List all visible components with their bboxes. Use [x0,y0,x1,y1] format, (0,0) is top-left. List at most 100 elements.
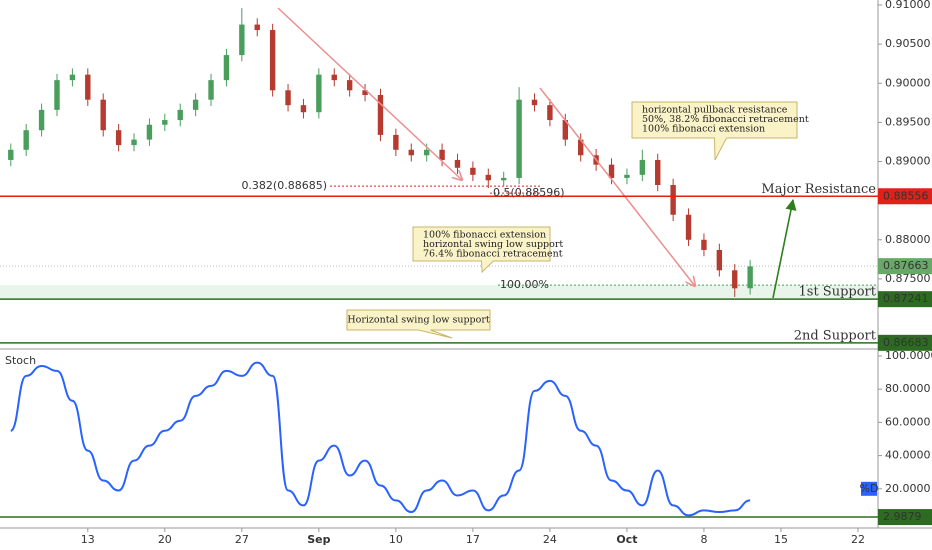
candle-body [716,249,723,271]
y-tick-label: 0.87500 [885,272,931,285]
price-tag [878,258,932,275]
candle-body [685,214,692,240]
y-tick-label: 80.0000 [885,382,931,395]
annotation-box [631,101,798,161]
x-tick-label: 22 [851,533,865,546]
y-tick-label: 0.89500 [885,115,931,128]
indicator-level-label: 2.9879 [883,510,922,523]
indicator-tag [861,481,877,496]
annotation-text: Horizontal swing low support [347,315,490,326]
x-tick-label: 20 [158,533,172,546]
y-tick-label: 60.0000 [885,415,931,428]
level-name: 2nd Support [794,328,877,343]
indicator-level-tag [878,509,932,526]
x-tick-label: 8 [700,533,707,546]
y-tick-label: 0.90000 [885,76,931,89]
y-tick-label: 0.89000 [885,155,931,168]
x-tick-label: Oct [616,533,637,546]
indicator-name: %D [860,482,879,495]
x-tick-label: 27 [235,533,249,546]
candle-body [38,109,45,131]
annotation-text: 100% fibonacci extension [642,124,765,135]
plot [0,8,878,300]
candle-body [239,24,245,56]
fib-label: 0.382(0.88685) [241,179,327,192]
x-tick-label: 10 [389,533,403,546]
candle-body [69,74,76,81]
candle-body [516,99,522,178]
candle-body [269,30,276,91]
candle-body [346,80,353,91]
trend-arrow [539,87,695,286]
level-name: Major Resistance [761,182,876,197]
y-tick-label: 100.0000 [885,349,932,362]
level-tag [878,334,932,351]
candle-body [85,74,91,100]
candle-body [547,105,553,121]
level-tag [878,188,932,205]
candle-body [285,90,291,106]
candle-body [300,105,307,113]
fib-label: 0.5(0.88596) [493,186,565,199]
candle-body [316,74,322,113]
candle-body [54,80,60,110]
annotation-box [412,226,551,274]
candle-body [192,99,199,110]
indicator-line [9,361,751,517]
annotation-text: horizontal swing low support [423,239,563,250]
y-tick-label: 0.91000 [885,0,931,11]
trend-arrow [277,7,462,180]
candle-body [439,149,445,160]
candle-body [454,159,461,168]
current-price-label: 0.87663 [883,259,929,272]
candle-body [331,74,337,81]
projection-arrow [772,198,797,299]
candle-body [531,99,538,106]
candle-body [639,159,646,175]
candle-body [393,134,399,150]
indicator-title: Stoch [5,354,36,367]
x-tick-label: 13 [81,533,95,546]
candle-body [377,95,384,135]
candle-body [578,139,584,156]
candle-body [8,149,14,160]
candle-body [562,120,569,140]
y-tick-label: 40.0000 [885,449,931,462]
candle-body [100,99,106,131]
level-value: 0.88556 [883,189,929,202]
level-name: 1st Support [799,285,877,300]
candle-body [208,80,214,100]
candle-body [701,239,707,250]
candle-body [747,266,753,289]
candle-body [485,174,491,181]
annotation-text: 76.4% fibonacci retracement [423,249,563,260]
candle-body [500,177,507,181]
support-zone [0,285,878,300]
y-tick-label: 20.0000 [885,482,931,495]
candle-body [362,90,368,96]
candle-body [254,24,260,31]
candle-body [408,149,414,156]
candle-body [732,270,738,289]
candle-body [131,139,137,146]
candle-body [115,130,122,146]
annotation-text: 100% fibonacci extension [423,230,546,241]
x-tick-label: 24 [543,533,557,546]
candle-body [423,149,430,156]
candle-body [23,130,29,150]
candle-body [146,124,153,140]
candle-body [470,167,476,175]
annotation-text: horizontal pullback resistance [642,105,788,116]
level-value: 0.86683 [883,336,929,349]
level-value: 0.87241 [883,292,929,305]
candle-body [162,120,168,125]
level-tag [878,291,932,308]
y-tick-label: 0.90500 [885,37,931,50]
x-tick-label: Sep [307,533,330,546]
annotation-text: 50%, 38.2% fibonacci retracement [642,114,809,125]
candle-body [670,184,676,215]
candle-body [655,159,661,185]
candle-body [608,164,615,178]
